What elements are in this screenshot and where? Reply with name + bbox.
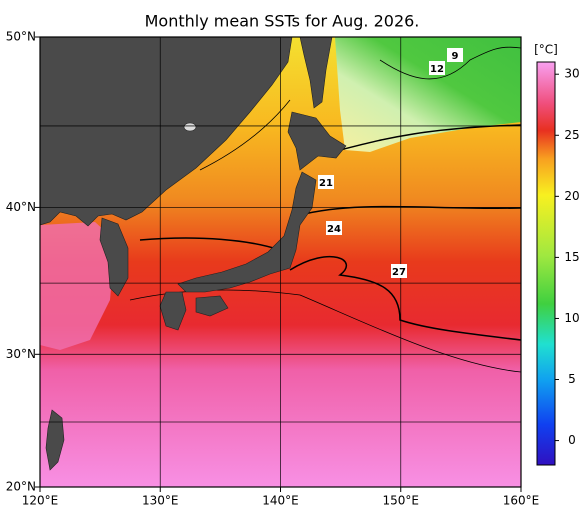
hokkaido [287, 111, 347, 171]
colorbar-tick-label: 20 [564, 189, 579, 203]
honshu [177, 171, 317, 293]
contour-label: 21 [319, 178, 333, 189]
lat-tick-label: 40°N [6, 200, 36, 214]
contour-label-box [318, 175, 334, 189]
lat-tick-label: 30°N [6, 347, 36, 361]
contour-label: 24 [327, 224, 341, 235]
contour-line [379, 46, 521, 80]
contour-label-box [391, 264, 407, 278]
contour-label: 12 [430, 64, 444, 75]
contour-line [199, 99, 291, 171]
colorbar-unit: [°C] [534, 43, 558, 57]
lat-tick-label: 50°N [6, 30, 36, 44]
lon-tick-label: 120°E [22, 494, 59, 508]
contour-label-box [429, 61, 445, 75]
sakhalin [299, 37, 333, 109]
contour-line [289, 255, 521, 341]
map-title: Monthly mean SSTs for Aug. 2026. [145, 12, 420, 31]
korea [99, 217, 129, 297]
contour-line [299, 205, 521, 216]
land [40, 37, 347, 471]
contour-label-box [447, 48, 463, 62]
colorbar-tick-label: 10 [564, 311, 579, 325]
contour-label: 9 [452, 51, 459, 62]
lat-tick-label: 20°N [6, 480, 36, 494]
colorbar-tick-label: 5 [568, 372, 576, 386]
colorbar [536, 61, 556, 466]
colorbar-tick-label: 0 [568, 433, 576, 447]
shikoku [195, 295, 229, 317]
contour-line [139, 237, 281, 251]
lon-tick-label: 130°E [142, 494, 179, 508]
cold-water-region [335, 37, 521, 152]
lon-tick-label: 150°E [383, 494, 420, 508]
contour-label-box [326, 221, 342, 235]
contour-label: 27 [392, 267, 406, 278]
asia-mainland [40, 37, 293, 227]
lake [183, 122, 197, 132]
colorbar-tick-label: 15 [564, 250, 579, 264]
colorbar-tick-label: 30 [564, 67, 579, 81]
lon-tick-label: 140°E [262, 494, 299, 508]
warm-water-region [40, 222, 115, 350]
lon-tick-label: 160°E [503, 494, 540, 508]
contour-line [339, 124, 521, 151]
colorbar-tick-label: 25 [564, 128, 579, 142]
